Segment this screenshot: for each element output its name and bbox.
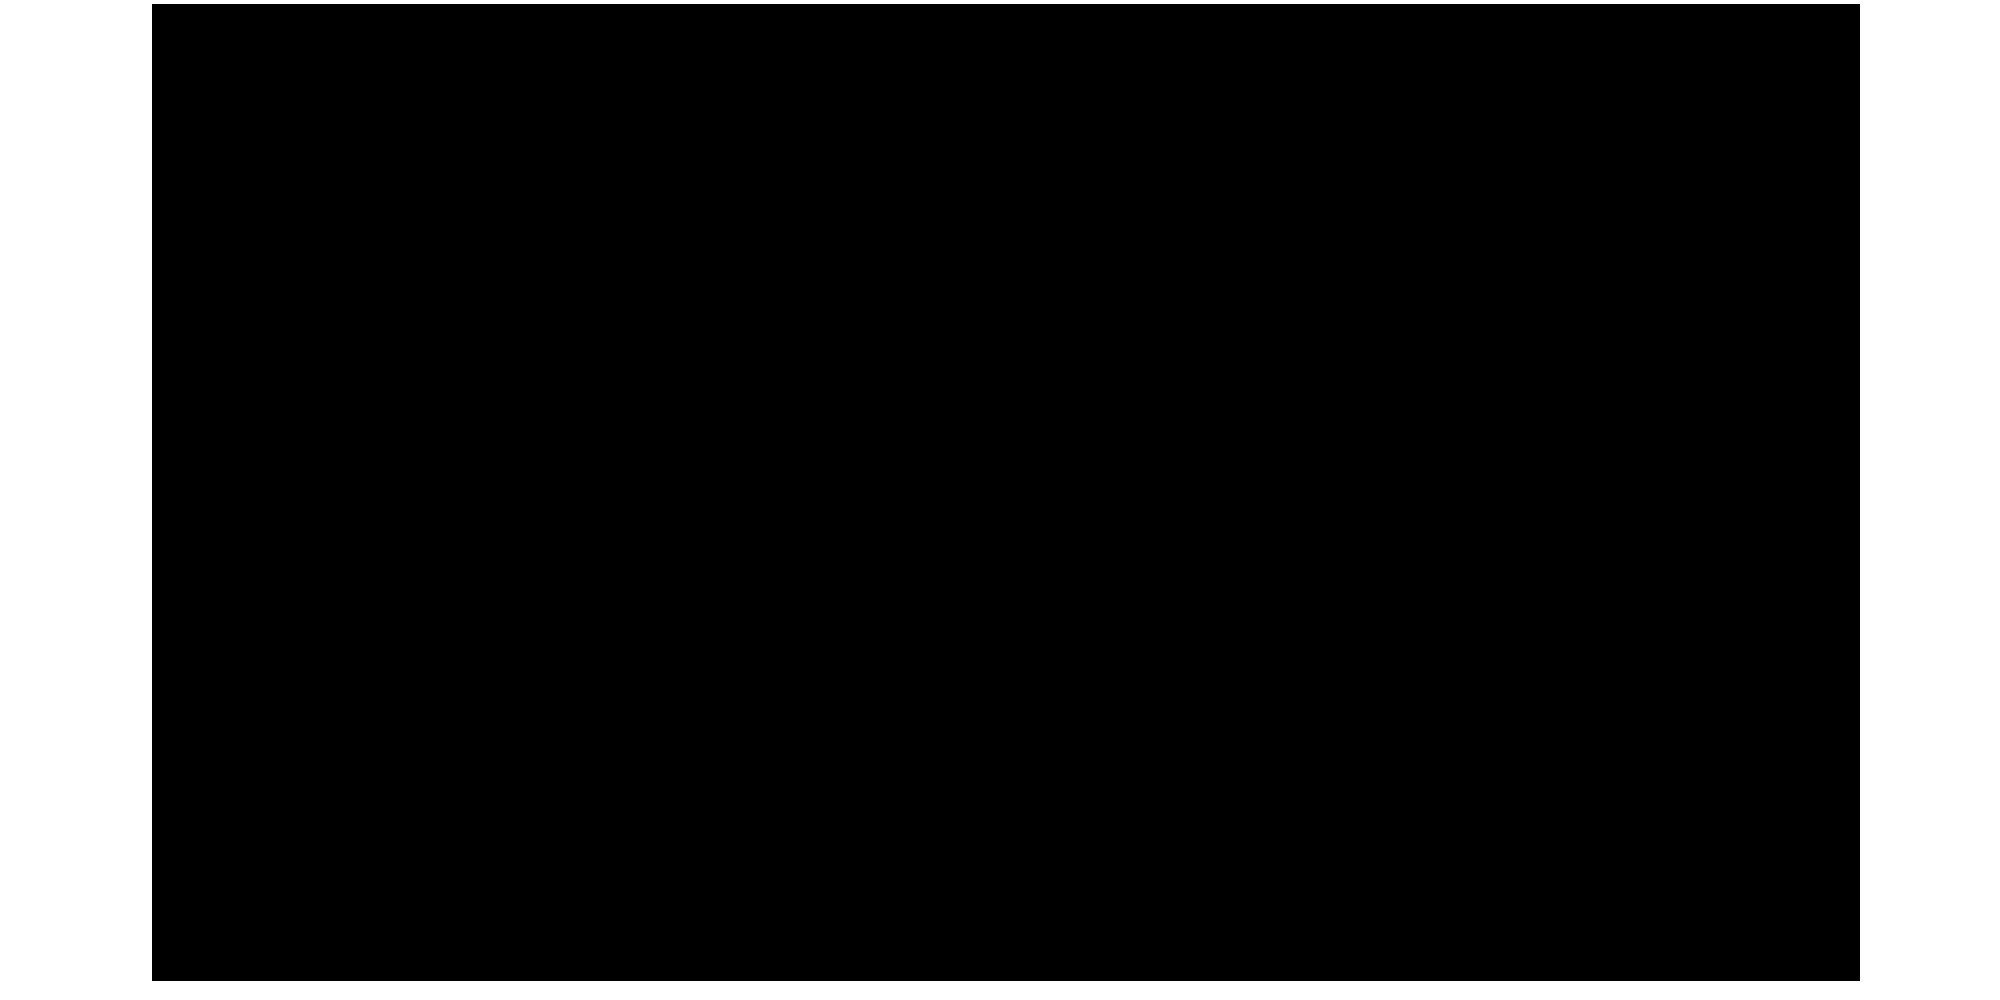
word-cloud (152, 4, 1860, 981)
